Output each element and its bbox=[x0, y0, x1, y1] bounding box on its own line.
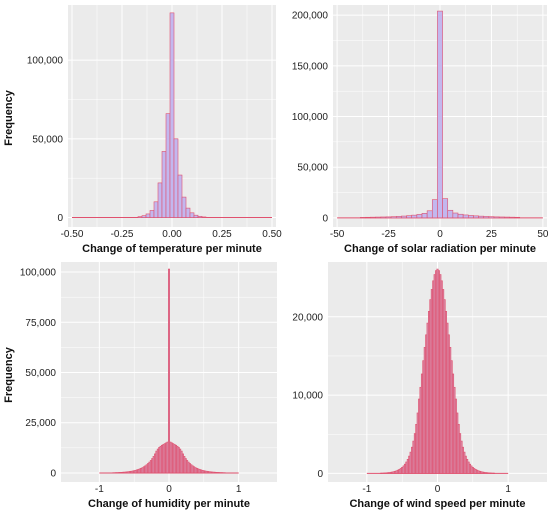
histogram-bar bbox=[380, 216, 387, 219]
histogram-bar bbox=[514, 216, 521, 219]
histogram-bar bbox=[173, 138, 179, 218]
x-tick-label: 25 bbox=[486, 229, 498, 240]
histogram-bar bbox=[421, 213, 428, 219]
x-tick-label: 50 bbox=[537, 229, 549, 240]
histogram-bar bbox=[473, 215, 479, 219]
histogram-bar bbox=[447, 209, 454, 219]
x-tick-label: 1 bbox=[236, 484, 242, 495]
x-tick-label: 0 bbox=[166, 484, 172, 495]
histogram-bar bbox=[168, 268, 170, 474]
histogram-bar bbox=[406, 215, 413, 219]
histogram-bar bbox=[457, 213, 464, 219]
histogram-bar bbox=[185, 207, 191, 218]
x-tick-label: -50 bbox=[330, 229, 345, 240]
histogram-bar bbox=[157, 182, 163, 218]
x-tick-label: 0 bbox=[435, 484, 441, 495]
histogram-bar bbox=[462, 214, 469, 219]
histogram-bar bbox=[395, 216, 402, 219]
histogram-bar bbox=[370, 216, 376, 219]
y-axis-title: Frequency bbox=[3, 89, 15, 146]
histogram-bar bbox=[467, 215, 474, 219]
histogram-bar bbox=[426, 210, 433, 219]
histogram-bar bbox=[504, 216, 510, 219]
y-tick-label: 100,000 bbox=[27, 56, 64, 67]
histogram-bar bbox=[193, 214, 199, 218]
histogram-bar bbox=[390, 216, 397, 219]
histogram-bar bbox=[365, 216, 371, 219]
histogram-bar bbox=[431, 199, 438, 219]
histogram-bar bbox=[359, 217, 366, 219]
y-tick-label: 0 bbox=[57, 213, 63, 224]
histogram-bar bbox=[416, 214, 423, 219]
y-tick-label: 10,000 bbox=[292, 391, 323, 402]
x-tick-label: 1 bbox=[505, 484, 511, 495]
x-tick-label: 0.25 bbox=[212, 229, 232, 240]
y-tick-label: 25,000 bbox=[25, 418, 56, 429]
histogram-bar bbox=[145, 213, 151, 218]
histogram-bar bbox=[181, 196, 187, 218]
histogram-bar bbox=[149, 210, 155, 218]
histogram-bar bbox=[385, 216, 392, 219]
y-tick-label: 0 bbox=[50, 468, 56, 479]
x-axis-title: Change of humidity per minute bbox=[88, 498, 250, 510]
histogram-bar bbox=[169, 12, 175, 218]
chart-panel-4: 0 10,000 20,000 -1 0 1 Change of wind speed pe… bbox=[292, 262, 547, 510]
histogram-bar bbox=[483, 216, 490, 219]
histogram-bar bbox=[161, 151, 167, 218]
y-tick-label: 200,000 bbox=[292, 11, 329, 22]
y-tick-label: 50,000 bbox=[32, 134, 63, 145]
y-tick-label: 20,000 bbox=[292, 312, 323, 323]
x-axis-title: Change of wind speed per minute bbox=[349, 498, 525, 510]
y-tick-label: 0 bbox=[322, 213, 328, 224]
x-tick-label: -25 bbox=[381, 229, 396, 240]
y-tick-label: 0 bbox=[317, 469, 323, 480]
histogram-bar bbox=[452, 212, 459, 219]
x-tick-label: 0.50 bbox=[262, 229, 282, 240]
x-tick-label: -0.25 bbox=[111, 229, 134, 240]
y-tick-label: 50,000 bbox=[25, 368, 56, 379]
x-axis-title: Change of temperature per minute bbox=[82, 243, 262, 255]
x-tick-label: -1 bbox=[95, 484, 104, 495]
histogram-bar bbox=[197, 215, 203, 218]
histogram-bar bbox=[177, 174, 183, 218]
x-axis-title: Change of solar radiation per minute bbox=[344, 243, 536, 255]
x-tick-label: -0.50 bbox=[61, 229, 84, 240]
histogram-bar bbox=[401, 215, 407, 219]
y-tick-label: 150,000 bbox=[292, 61, 329, 72]
histogram-bar bbox=[493, 216, 500, 219]
histogram-bar bbox=[478, 215, 485, 219]
chart-panel-1: 0 50,000 100,000 -0.50 -0.25 0.00 0.25 0.50Chan… bbox=[3, 5, 282, 255]
y-tick-label: 50,000 bbox=[297, 163, 328, 174]
histogram-bar bbox=[411, 214, 418, 219]
x-tick-label: 0 bbox=[437, 229, 443, 240]
histogram-bar bbox=[201, 216, 207, 218]
chart-panel-3: 0 25,000 50,000 75,000 100,000 -1 0 1 Change of … bbox=[3, 262, 277, 510]
histogram-bar bbox=[141, 215, 147, 218]
histogram-bar bbox=[437, 10, 443, 219]
y-axis-title: Frequency bbox=[3, 346, 15, 403]
histogram-bar bbox=[189, 212, 195, 218]
histogram-bar bbox=[137, 216, 143, 218]
x-tick-label: 0.00 bbox=[162, 229, 182, 240]
histogram-bar bbox=[442, 198, 449, 219]
histogram-bar bbox=[153, 201, 159, 218]
histogram-bar bbox=[509, 216, 515, 219]
chart-panel-2: 0 50,000 100,000 150,000 200,000 -50 -25 0 25 50C… bbox=[292, 5, 549, 255]
histogram-bar bbox=[488, 216, 495, 219]
y-tick-label: 100,000 bbox=[292, 112, 329, 123]
y-tick-label: 100,000 bbox=[20, 268, 57, 279]
histogram-bar bbox=[498, 216, 505, 219]
histogram-bar bbox=[165, 113, 171, 218]
histogram-bar bbox=[375, 216, 382, 219]
x-tick-label: -1 bbox=[362, 484, 371, 495]
y-tick-label: 75,000 bbox=[25, 318, 56, 329]
